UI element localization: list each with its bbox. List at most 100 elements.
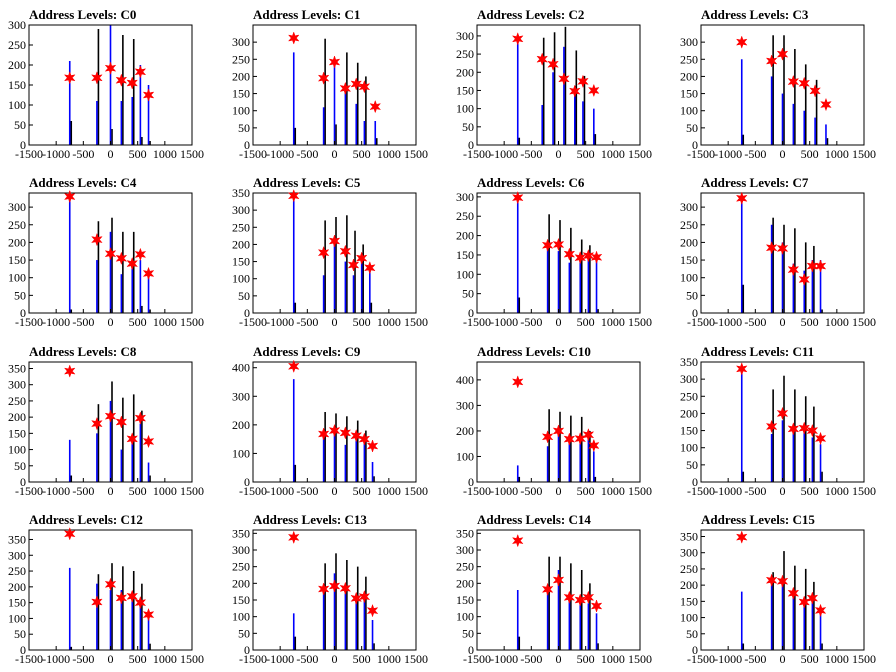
peak-marker-star xyxy=(765,573,778,588)
y-tick-label: 200 xyxy=(456,229,474,243)
y-tick-label: 100 xyxy=(8,98,26,112)
peak-marker-star xyxy=(142,88,155,102)
chart-panel-10: Address Levels: C10 0 100 200 300 400 -1500 -10… xyxy=(456,344,652,498)
x-tick-label: -1000 xyxy=(714,315,742,329)
x-tick-label: 1500 xyxy=(404,315,428,329)
x-tick-label: 0 xyxy=(556,652,562,666)
peak-marker-star xyxy=(765,240,778,255)
chart-panel-1: Address Levels: C1 0 50 100 150 200 250 300 -150… xyxy=(232,7,428,161)
y-tick-label: 50 xyxy=(462,626,474,640)
x-tick-label: -500 xyxy=(520,315,542,329)
y-tick-label: 50 xyxy=(238,121,250,135)
x-tick-label: 0 xyxy=(332,484,338,498)
y-tick-label: 300 xyxy=(456,190,474,204)
x-tick-label: 1500 xyxy=(404,147,428,161)
y-tick-label: 250 xyxy=(680,218,698,232)
chart-title: Address Levels: C5 xyxy=(253,175,361,190)
peak-marker-star xyxy=(735,191,748,206)
x-tick-label: 1000 xyxy=(601,652,625,666)
y-tick-label: 250 xyxy=(232,52,250,66)
x-tick-label: 1500 xyxy=(180,147,204,161)
y-tick-label: 150 xyxy=(8,253,26,267)
y-tick-label: 200 xyxy=(232,237,250,251)
y-tick-label: 200 xyxy=(680,578,698,592)
x-tick-label: -1500 xyxy=(463,147,491,161)
x-tick-label: -1000 xyxy=(490,147,518,161)
x-tick-label: 1000 xyxy=(601,315,625,329)
chart-title: Address Levels: C2 xyxy=(477,7,584,22)
x-tick-label: 0 xyxy=(556,147,562,161)
peak-marker-star xyxy=(350,428,363,443)
x-tick-label: -500 xyxy=(520,147,542,161)
x-tick-label: -1000 xyxy=(714,147,742,161)
y-tick-label: 300 xyxy=(8,378,26,392)
y-tick-label: 50 xyxy=(686,458,698,472)
y-tick-label: 100 xyxy=(680,441,698,455)
peak-marker-star xyxy=(590,250,603,265)
peak-marker-star xyxy=(358,79,371,94)
peak-marker-star xyxy=(541,238,554,253)
x-tick-label: -1000 xyxy=(266,147,294,161)
peak-marker-star xyxy=(63,71,76,85)
peak-marker-star xyxy=(355,251,368,265)
chart-title: Address Levels: C6 xyxy=(477,175,585,190)
x-tick-label: -1500 xyxy=(239,315,267,329)
y-tick-label: 250 xyxy=(8,218,26,232)
peak-marker-star xyxy=(91,71,103,85)
x-tick-label: 500 xyxy=(801,147,819,161)
y-tick-label: 200 xyxy=(456,65,474,79)
y-tick-label: 0 xyxy=(244,306,250,320)
peak-marker-star xyxy=(91,232,103,247)
chart-panel-13: Address Levels: C13 0 50 100 150 200 250 300 350… xyxy=(232,512,428,666)
peak-marker-star xyxy=(558,72,570,86)
x-tick-label: 1000 xyxy=(377,652,401,666)
x-tick-label: 0 xyxy=(780,147,786,161)
y-tick-label: 100 xyxy=(8,271,26,285)
x-tick-label: 1000 xyxy=(153,484,177,498)
chart-title: Address Levels: C1 xyxy=(253,7,360,22)
peak-marker-star xyxy=(820,97,832,112)
y-tick-label: 250 xyxy=(8,394,26,408)
peak-marker-star xyxy=(806,591,819,605)
x-tick-label: 0 xyxy=(780,652,786,666)
x-tick-label: 1000 xyxy=(153,315,177,329)
peak-marker-star xyxy=(317,582,330,596)
y-tick-label: 100 xyxy=(456,610,474,624)
chart-panel-6: Address Levels: C6 0 50 100 150 200 250 300 -150… xyxy=(456,175,652,329)
peak-marker-star xyxy=(511,533,524,548)
y-tick-label: 50 xyxy=(686,627,698,641)
peak-marker-star xyxy=(814,431,827,446)
chart-panel-5: Address Levels: C5 0 50 100 150 200 250 300 350 -… xyxy=(232,175,428,329)
x-tick-label: 500 xyxy=(129,147,147,161)
y-tick-label: 0 xyxy=(244,643,250,657)
x-tick-label: -1500 xyxy=(239,147,267,161)
peak-marker-star xyxy=(776,47,789,61)
peak-marker-star xyxy=(798,421,811,435)
y-tick-label: 300 xyxy=(680,372,698,386)
y-tick-label: 300 xyxy=(8,548,26,562)
y-tick-label: 300 xyxy=(680,200,698,214)
x-tick-label: -500 xyxy=(744,652,766,666)
y-tick-label: 100 xyxy=(456,267,474,281)
x-tick-label: 1500 xyxy=(180,652,204,666)
x-tick-label: 0 xyxy=(108,484,114,498)
peak-marker-star xyxy=(91,595,103,609)
peak-marker-star xyxy=(339,426,352,440)
y-tick-label: 150 xyxy=(456,83,474,97)
y-tick-label: 150 xyxy=(456,593,474,607)
peak-marker-star xyxy=(735,362,748,376)
y-tick-label: 50 xyxy=(14,288,26,302)
peak-marker-star xyxy=(328,579,341,593)
peak-marker-star xyxy=(287,530,300,545)
x-tick-label: 0 xyxy=(780,484,786,498)
peak-marker-star xyxy=(577,74,589,89)
y-tick-label: 200 xyxy=(8,580,26,594)
peak-marker-star xyxy=(574,431,587,446)
x-tick-label: -1000 xyxy=(42,484,70,498)
peak-marker-star xyxy=(63,527,76,541)
peak-marker-star xyxy=(287,359,300,374)
x-tick-label: 0 xyxy=(556,484,562,498)
y-tick-label: 0 xyxy=(692,643,698,657)
y-tick-label: 300 xyxy=(456,29,474,43)
peak-marker-star xyxy=(582,248,595,263)
